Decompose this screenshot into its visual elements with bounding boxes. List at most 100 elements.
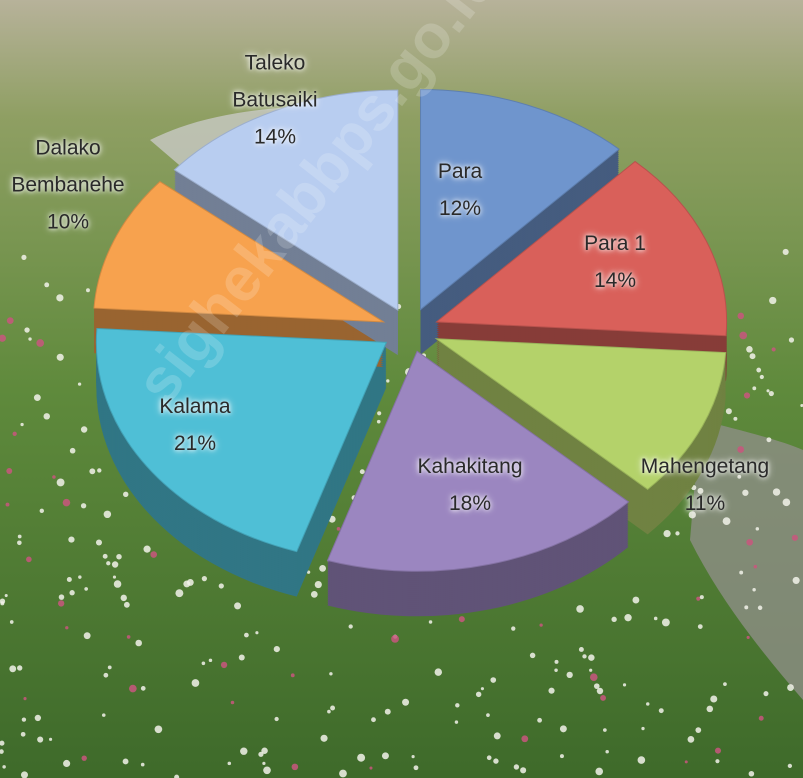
flower	[84, 587, 88, 591]
flower	[723, 682, 727, 686]
flower	[28, 337, 32, 341]
flower	[653, 616, 658, 621]
flower	[116, 553, 122, 560]
flower	[0, 740, 5, 746]
flower	[2, 765, 6, 769]
flower	[768, 390, 774, 397]
flower	[183, 580, 191, 588]
flower	[291, 763, 299, 771]
flower	[103, 672, 109, 678]
flower	[769, 296, 777, 305]
flower	[154, 725, 163, 734]
slice-label: Kalama 21%	[115, 388, 275, 462]
flower	[255, 631, 259, 635]
flower	[24, 327, 30, 333]
flower	[391, 634, 399, 643]
value-label: 10%	[46, 210, 90, 234]
flower	[107, 665, 112, 670]
flower	[81, 755, 87, 761]
flower	[800, 403, 803, 408]
flower	[126, 635, 131, 639]
flower	[314, 580, 322, 589]
flower	[661, 618, 670, 627]
slice	[435, 160, 728, 337]
flower	[86, 288, 90, 293]
flower	[330, 705, 336, 711]
flower	[327, 709, 331, 714]
flower	[684, 760, 688, 764]
category-label: Mahengetang	[640, 455, 770, 478]
flower	[49, 737, 53, 741]
flower	[359, 469, 365, 475]
flower	[174, 774, 180, 778]
flower	[737, 312, 745, 320]
flower	[140, 686, 146, 691]
flower	[262, 761, 266, 765]
flower	[596, 687, 604, 695]
flower	[605, 749, 609, 754]
flower	[21, 254, 27, 260]
flower	[336, 527, 341, 531]
flower	[511, 626, 516, 631]
flower	[766, 437, 772, 443]
flower	[20, 422, 24, 427]
value-label: 12%	[438, 197, 482, 220]
flower	[329, 672, 333, 676]
flower	[227, 761, 232, 766]
flower	[582, 654, 587, 659]
slice	[95, 328, 388, 553]
flower	[68, 536, 75, 543]
flower	[17, 534, 22, 539]
slice-label: Dalako Bembanehe 10%	[3, 130, 133, 241]
flower	[755, 527, 760, 531]
flower	[339, 769, 347, 778]
flower	[376, 419, 381, 424]
flower	[493, 732, 501, 740]
flower	[9, 665, 17, 673]
flower	[637, 756, 646, 764]
flower	[140, 762, 145, 767]
flower	[772, 488, 781, 496]
flower	[458, 616, 465, 623]
flower	[77, 382, 82, 386]
value-label: 18%	[448, 492, 492, 515]
flower	[36, 339, 45, 347]
flower	[44, 282, 50, 288]
flower	[23, 697, 27, 701]
value-label: 14%	[253, 125, 297, 149]
flower	[26, 556, 32, 563]
flower	[17, 540, 22, 546]
flower	[95, 539, 102, 546]
flower	[6, 317, 14, 324]
flower	[377, 411, 382, 416]
flower	[306, 570, 311, 574]
flower	[714, 747, 722, 754]
flower	[559, 754, 564, 759]
flower	[369, 766, 373, 770]
category-label: Dalako Bembanehe	[11, 136, 125, 197]
flower	[21, 717, 27, 722]
flower	[56, 294, 64, 302]
slice	[173, 89, 399, 311]
flower	[486, 713, 490, 717]
flower	[749, 353, 756, 360]
category-label: Taleko Batusaiki	[232, 51, 318, 112]
flower	[454, 720, 459, 724]
flower	[58, 594, 65, 600]
flower	[97, 468, 102, 473]
flower	[371, 717, 376, 723]
flower	[319, 564, 326, 572]
flower	[357, 753, 366, 762]
flower	[739, 331, 748, 340]
flower	[600, 695, 607, 701]
flower	[675, 531, 680, 536]
flower	[4, 593, 8, 598]
flower	[782, 498, 791, 507]
flower	[602, 728, 607, 732]
value-label: 14%	[593, 269, 637, 292]
flower	[63, 759, 71, 768]
flower	[43, 413, 50, 420]
flower	[742, 489, 749, 496]
flower	[746, 538, 754, 546]
